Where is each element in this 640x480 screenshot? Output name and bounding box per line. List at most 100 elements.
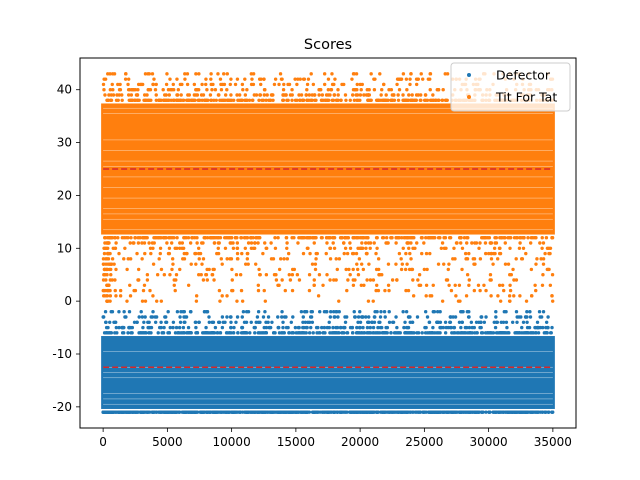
data-point [353,88,358,92]
data-point [351,283,356,287]
data-point [328,410,333,414]
data-point [126,77,131,81]
data-point [380,88,384,92]
data-point [143,251,147,256]
data-point [269,241,273,245]
data-point [424,98,428,102]
data-point [295,98,299,102]
data-point [230,288,234,293]
data-point [293,410,297,414]
data-point [519,257,524,261]
data-point [122,310,126,314]
data-point [284,236,289,240]
data-point [167,246,172,250]
data-point [229,320,233,324]
data-point [282,257,286,261]
legend-marker-defector [467,73,471,77]
data-point [232,325,236,330]
data-point [151,410,156,414]
data-point [132,288,136,293]
data-point [367,315,371,319]
data-point [528,410,533,414]
data-point [317,273,322,277]
data-point [282,82,286,87]
data-point [310,310,315,314]
data-point [495,257,500,261]
data-point [408,410,412,414]
data-point [346,278,350,282]
data-point [502,310,507,314]
data-point [126,331,130,335]
data-point [447,283,451,287]
data-point [371,410,375,414]
mean-lines [103,168,553,368]
data-point [409,257,413,261]
data-point [452,246,456,250]
data-point [210,273,214,277]
data-point [246,241,251,245]
data-point [390,93,395,97]
data-point [272,410,276,414]
data-point [493,241,497,245]
data-point [290,98,294,102]
data-point [325,325,330,330]
data-point [220,82,225,87]
data-point [501,320,506,324]
data-point [422,410,427,414]
data-point [374,251,378,256]
data-point [359,283,364,287]
data-point [377,320,381,324]
data-point [438,310,442,314]
data-point [105,288,109,293]
data-point [225,72,229,76]
data-point [154,82,158,87]
data-point [548,283,553,287]
data-point [236,257,240,261]
data-point [229,331,233,335]
data-point [327,98,331,102]
data-point [351,267,355,272]
data-point [142,93,147,97]
data-point [345,251,350,256]
data-point [405,241,410,245]
data-point [359,88,363,92]
data-point [524,251,528,256]
data-point [244,310,249,314]
data-point [130,410,134,414]
data-point [276,315,280,319]
data-point [175,236,179,240]
data-point [170,267,174,272]
data-point [332,246,337,250]
data-point [290,88,294,92]
data-point [109,236,114,240]
data-point [133,98,137,102]
data-point [116,98,120,102]
data-point [523,331,527,335]
data-point [402,325,406,330]
data-point [345,288,349,293]
data-point [463,251,468,256]
data-point [300,236,304,240]
data-point [494,236,499,240]
data-point [283,288,288,293]
data-point [406,288,411,293]
data-point [251,82,256,87]
data-point [356,315,361,319]
data-point [186,98,190,102]
data-point [548,251,552,256]
data-point [498,331,502,335]
data-point [176,331,180,335]
data-point [164,320,168,324]
data-point [267,410,271,414]
data-point [260,98,264,102]
data-point [218,98,222,102]
data-point [193,320,198,324]
data-point [342,251,346,256]
data-point [113,320,117,324]
data-point [171,325,175,330]
data-point [424,294,428,298]
data-point [435,410,439,414]
data-point [440,98,444,102]
data-point [216,72,220,76]
y-tick-label: 30 [57,136,72,150]
